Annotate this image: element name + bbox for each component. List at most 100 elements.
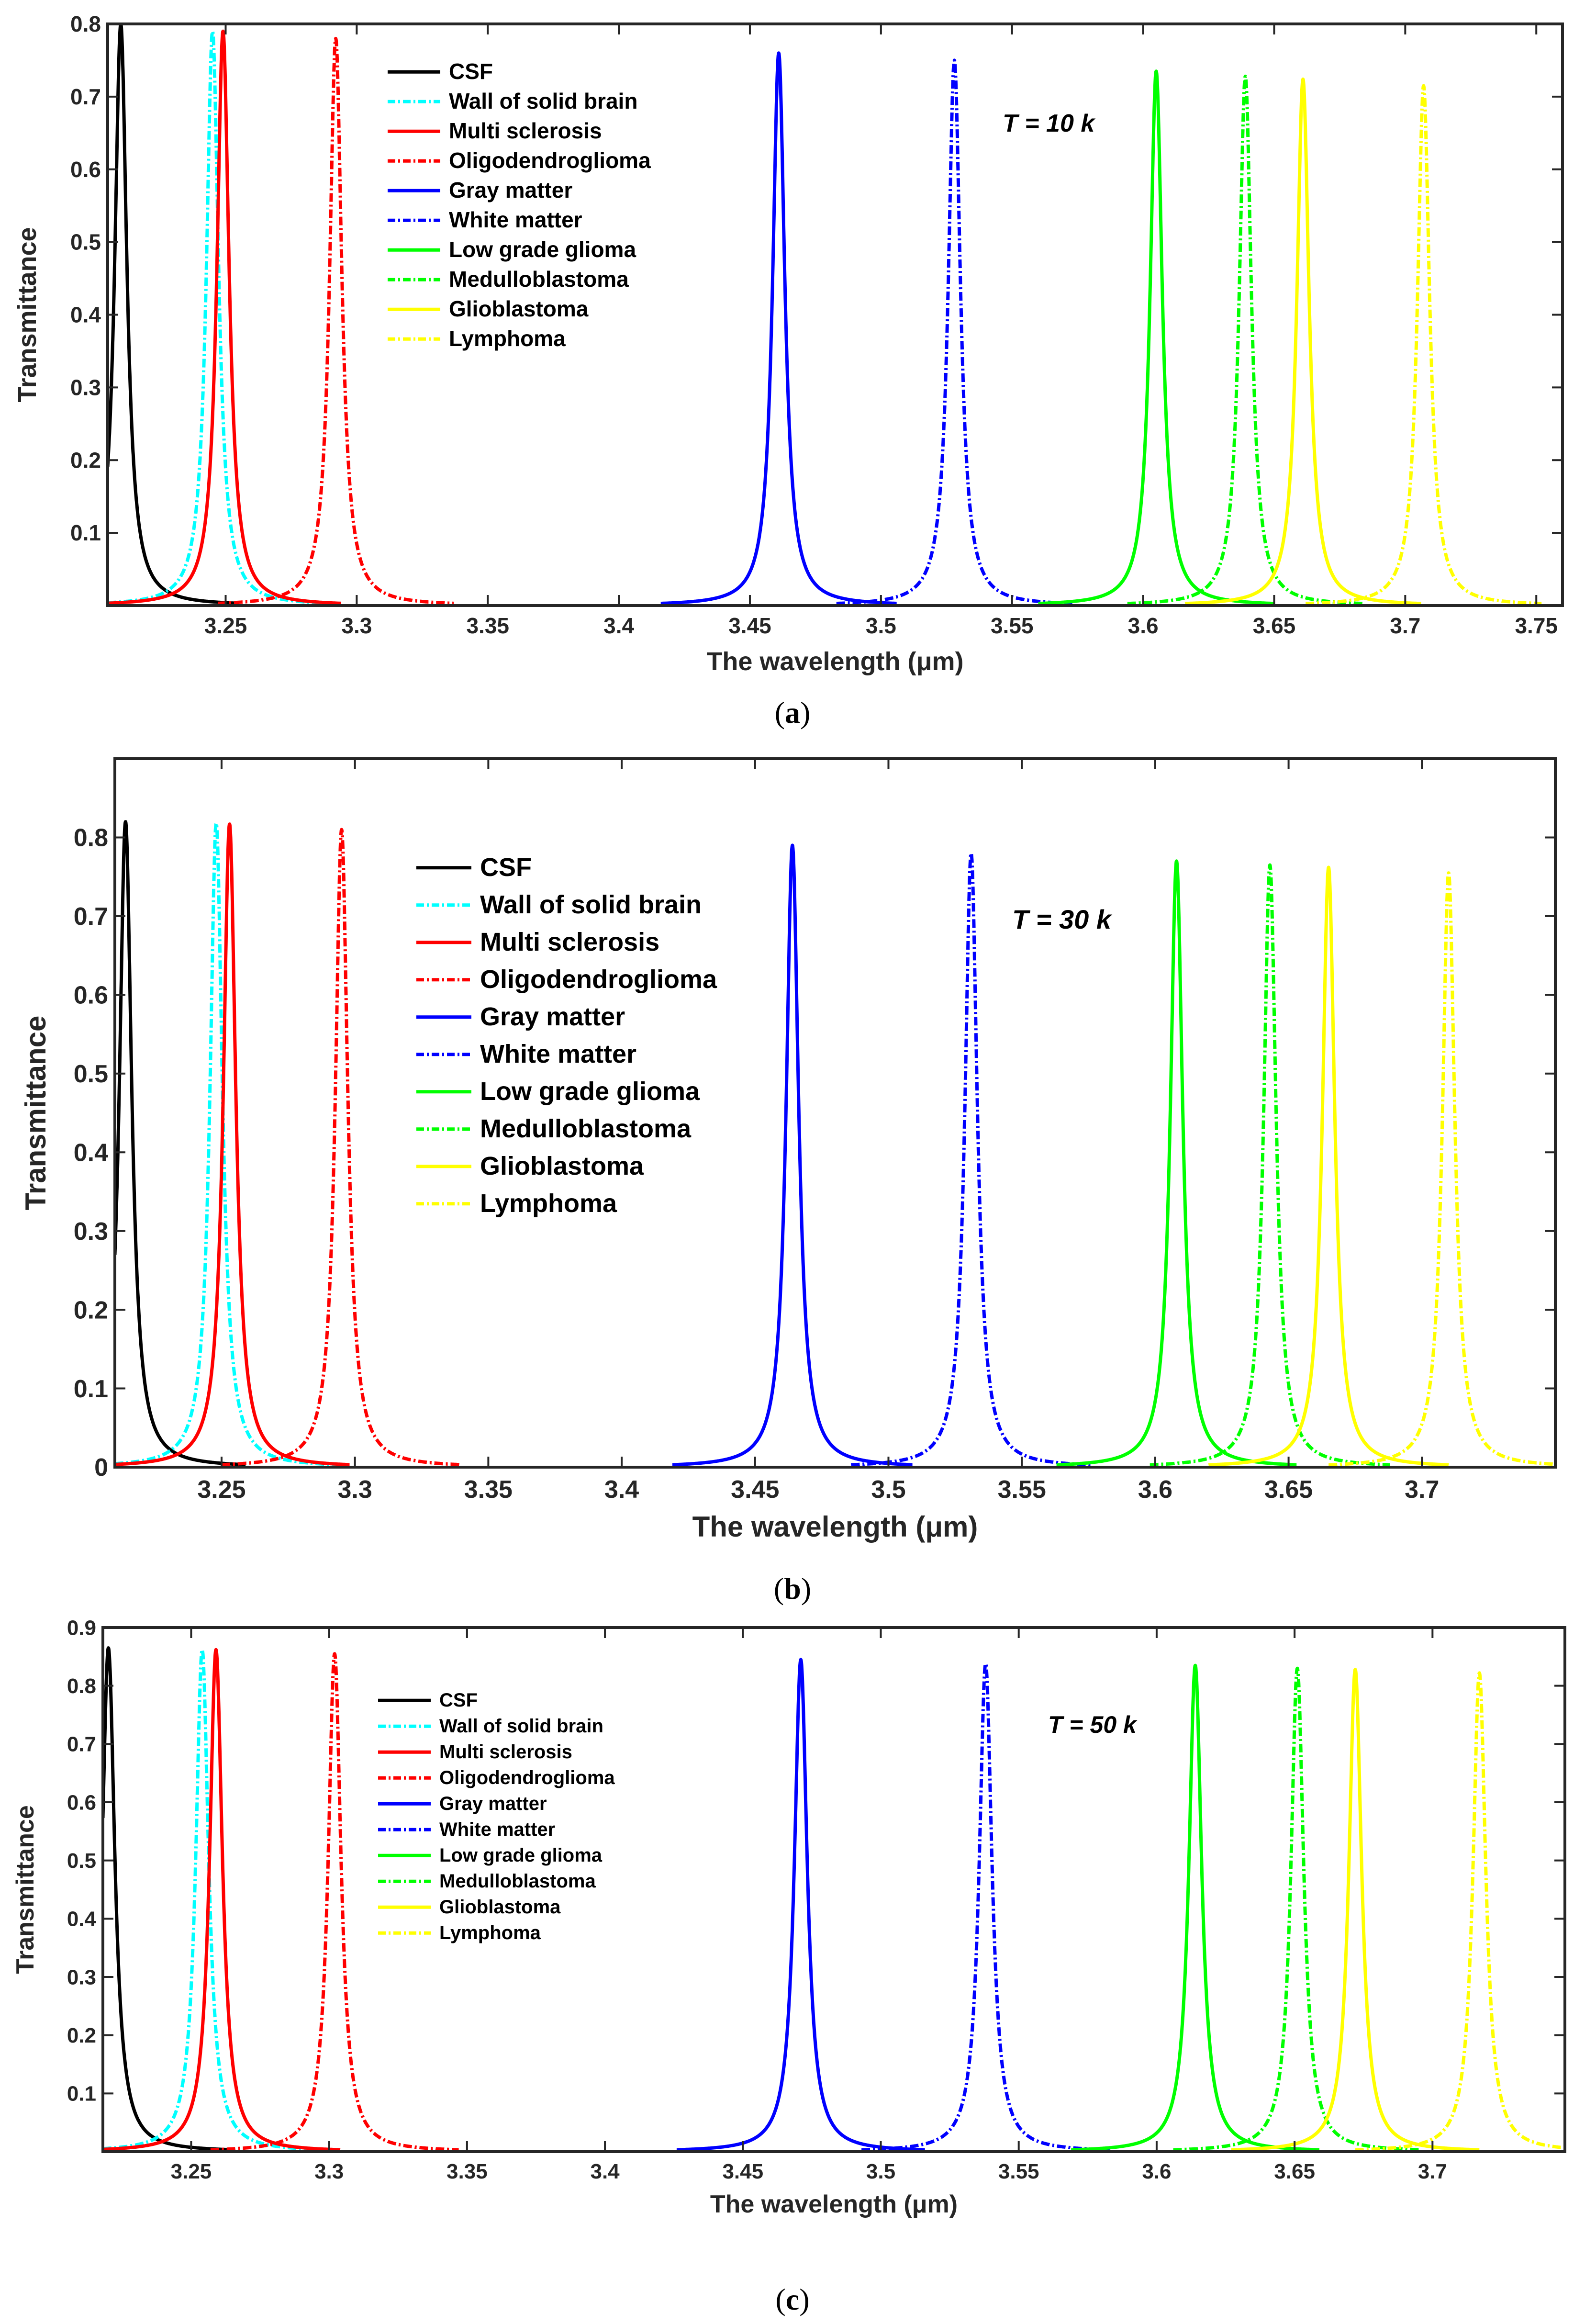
x-tick-label: 3.65 [1253,613,1296,638]
legend-entry-label: Medulloblastoma [449,267,629,292]
x-tick-label: 3.4 [604,1476,639,1504]
x-tick-label: 3.55 [998,1476,1046,1504]
y-tick-label: 0.9 [67,1616,96,1639]
legend-entry-label: CSF [449,59,493,84]
legend-entry-label: Oligodendroglioma [439,1767,615,1788]
x-tick-label: 3.7 [1390,613,1420,638]
legend: CSF Wall of solid brain Multi sclerosis Oli… [378,1690,615,1943]
x-tick-label: 3.4 [603,613,634,638]
series-line-lymphoma [1327,871,1555,1467]
y-tick-label: 0.1 [70,520,101,545]
y-tick-label: 0.5 [70,230,101,255]
series-line-white-matter [849,851,1093,1467]
y-tick-label: 0.7 [74,903,108,931]
legend-entry-label: Glioblastoma [439,1897,561,1918]
legend-entry-label: White matter [449,207,582,232]
legend-entry-label: Lymphoma [439,1922,541,1943]
series-line-multi-sclerosis [108,29,343,605]
x-tick-label: 3.45 [722,2160,763,2183]
series-line-gray-matter [671,843,914,1467]
plot-frame [106,22,1564,607]
temperature-annotation: T = 30 k [1012,904,1113,934]
y-tick-label: 0.7 [70,84,101,109]
series-line-medulloblastoma [1172,1666,1423,2152]
x-tick-label: 3.25 [204,613,247,638]
legend-entry-label: Low grade glioma [480,1077,700,1106]
chart-panel-c: 3.25 3.3 3.35 3.4 3.45 3.5 3.55 3.6 3.65 3.7 0.1 0… [11,1616,1566,2316]
y-tick-label: 0.1 [67,2082,96,2106]
plot-frame [113,757,1557,1469]
chart-panel-b: 3.25 3.3 3.35 3.4 3.45 3.5 3.55 3.6 3.65 3.7 0 0.1… [20,757,1557,1605]
x-tick-label: 3.75 [1515,613,1558,638]
y-tick-label: 0.6 [74,982,108,1010]
y-tick-label: 0.6 [67,1791,96,1814]
y-tick-label: 0.4 [67,1908,97,1931]
temperature-annotation: T = 10 k [1003,110,1096,137]
x-tick-label: 3.5 [866,613,896,638]
y-tick-label: 0.2 [70,448,101,472]
legend-entry-label: Low grade glioma [439,1845,603,1866]
y-tick-label: 0.6 [70,157,101,182]
legend-entry-label: White matter [439,1819,555,1840]
panel-caption: (c) [775,2282,809,2316]
legend-entry-label: White matter [480,1040,636,1068]
x-tick-label: 3.5 [866,2160,895,2183]
y-tick-label: 0.4 [70,303,101,327]
legend-entry-label: Wall of solid brain [449,89,637,113]
legend-entry-label: Glioblastoma [449,296,589,321]
x-tick-label: 3.6 [1128,613,1159,638]
legend-entry-label: Medulloblastoma [439,1871,596,1892]
series-line-white-matter [835,58,1074,606]
plot-frame [101,1626,1566,2153]
legend-entry-label: Gray matter [439,1793,547,1814]
legend-entry-label: Oligodendroglioma [480,965,717,994]
x-axis-label: The wavelength (μm) [710,2190,958,2218]
x-tick-label: 3.35 [464,1476,513,1504]
series-line-wall-of-solid-brain [103,1648,328,2152]
x-tick-label: 3.65 [1274,2160,1315,2183]
series-line-oligodendroglioma [220,828,463,1467]
legend: CSF Wall of solid brain Multi sclerosis Oli… [388,59,651,351]
series-line-gray-matter [675,1658,926,2152]
x-tick-label: 3.55 [991,613,1034,638]
y-tick-label: 0.2 [67,2024,96,2047]
y-tick-label: 0.8 [74,824,108,852]
x-tick-label: 3.35 [446,2160,488,2183]
x-tick-label: 3.5 [871,1476,905,1504]
series-line-gray-matter [659,51,898,605]
y-axis-label: Transmittance [13,227,42,402]
x-tick-label: 3.55 [998,2160,1039,2183]
legend-entry-label: Glioblastoma [480,1152,644,1180]
y-tick-label: 0 [94,1454,108,1482]
y-tick-label: 0.5 [74,1060,108,1088]
legend-entry-label: Wall of solid brain [480,890,702,919]
y-axis-label: Transmittance [11,1805,39,1974]
y-tick-label: 0.1 [74,1375,108,1403]
x-tick-label: 3.6 [1142,2160,1171,2183]
y-tick-label: 0.2 [74,1296,108,1324]
legend-entry-label: CSF [439,1690,478,1711]
chart-panel-a: 3.25 3.3 3.35 3.4 3.45 3.5 3.55 3.6 3.65 3.7 3.75 … [13,11,1564,730]
series-line-oligodendroglioma [216,36,455,605]
legend-entry-label: Lymphoma [480,1189,617,1218]
x-axis-label: The wavelength (μm) [692,1511,978,1543]
legend-entry-label: Lymphoma [449,326,566,351]
legend-entry-label: Multi sclerosis [480,928,659,956]
series-line-low-grade-glioma [1055,859,1298,1467]
x-tick-label: 3.65 [1264,1476,1313,1504]
x-tick-label: 3.45 [731,1476,779,1504]
y-tick-label: 0.3 [67,1965,96,1989]
panel-caption: (a) [775,696,811,730]
y-tick-label: 0.5 [67,1849,96,1873]
y-tick-label: 0.4 [74,1139,108,1167]
x-axis-label: The wavelength (μm) [706,647,963,676]
series-line-glioblastoma [1207,865,1450,1467]
x-tick-label: 3.3 [338,1476,372,1504]
series-line-wall-of-solid-brain [115,821,338,1467]
x-tick-label: 3.6 [1138,1476,1172,1504]
legend-entry-label: Multi sclerosis [439,1741,572,1763]
legend-entry-label: Gray matter [449,178,572,202]
legend-entry-label: Gray matter [480,1002,625,1031]
x-tick-label: 3.7 [1405,1476,1439,1504]
x-tick-label: 3.25 [171,2160,212,2183]
